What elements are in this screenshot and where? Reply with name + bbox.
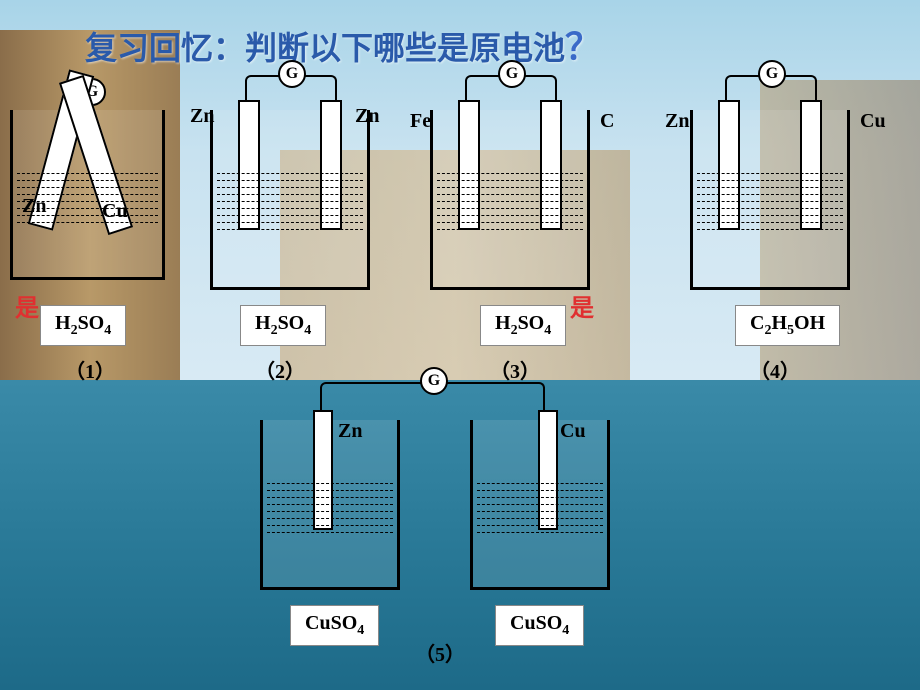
galv-label: G (766, 65, 778, 83)
cell-number-4: （4） (750, 355, 800, 384)
electrode-label-left: Zn (338, 420, 362, 443)
beaker-2 (210, 110, 370, 290)
beaker-5-left (260, 420, 400, 590)
title-qmark: ？ (565, 27, 601, 67)
electrode-label-left: Zn (190, 105, 214, 128)
cell-1: G Zn Cu 是 H2SO4 （1） (10, 110, 165, 280)
liquid (17, 173, 158, 273)
slide-content: 复习回忆：判断以下哪些是原电池？ G Zn Cu 是 H2SO4 （1） G (0, 0, 920, 690)
galvanometer-icon: G (278, 60, 306, 88)
title-text: 复习回忆：判断以下哪些是原电池 (85, 30, 565, 66)
answer-yes: 是 (570, 288, 594, 323)
answer-yes: 是 (15, 288, 39, 323)
electrode-label-right: Zn (355, 105, 379, 128)
liquid (477, 483, 603, 583)
cell-number-3: （3） (490, 355, 540, 384)
galv-label: G (506, 65, 518, 83)
galvanometer-icon: G (420, 367, 448, 395)
solution-label-3: H2SO4 (480, 305, 566, 346)
cell-number-1: （1） (65, 355, 115, 384)
liquid (437, 173, 583, 283)
galvanometer-icon: G (498, 60, 526, 88)
beaker-4 (690, 110, 850, 290)
electrode-label-right: Cu (860, 110, 886, 133)
liquid (217, 173, 363, 283)
solution-label-4: C2H5OH (735, 305, 840, 346)
electrode-label-right: C (600, 110, 614, 133)
electrode-label-right: Cu (102, 200, 128, 223)
electrode-label-left: Zn (665, 110, 689, 133)
liquid (697, 173, 843, 283)
galv-label: G (286, 65, 298, 83)
cell-3: G Fe C 是 H2SO4 （3） (430, 110, 590, 290)
cell-2: G Zn Zn H2SO4 （2） (210, 110, 370, 290)
galvanometer-icon: G (758, 60, 786, 88)
solution-label-1: H2SO4 (40, 305, 126, 346)
cell-4: G Zn Cu C2H5OH （4） (690, 110, 850, 290)
cell-number-2: （2） (255, 355, 305, 384)
beaker-3 (430, 110, 590, 290)
electrode-label-left: Zn (22, 195, 46, 218)
electrode-label-left: Fe (410, 110, 431, 133)
cell-number-5: （5） (415, 638, 465, 667)
page-title: 复习回忆：判断以下哪些是原电池？ (85, 18, 601, 70)
galv-label: G (428, 372, 440, 390)
solution-label-5-right: CuSO4 (495, 605, 584, 646)
electrode-label-right: Cu (560, 420, 586, 443)
solution-label-5-left: CuSO4 (290, 605, 379, 646)
liquid (267, 483, 393, 583)
solution-label-2: H2SO4 (240, 305, 326, 346)
beaker-5-right (470, 420, 610, 590)
